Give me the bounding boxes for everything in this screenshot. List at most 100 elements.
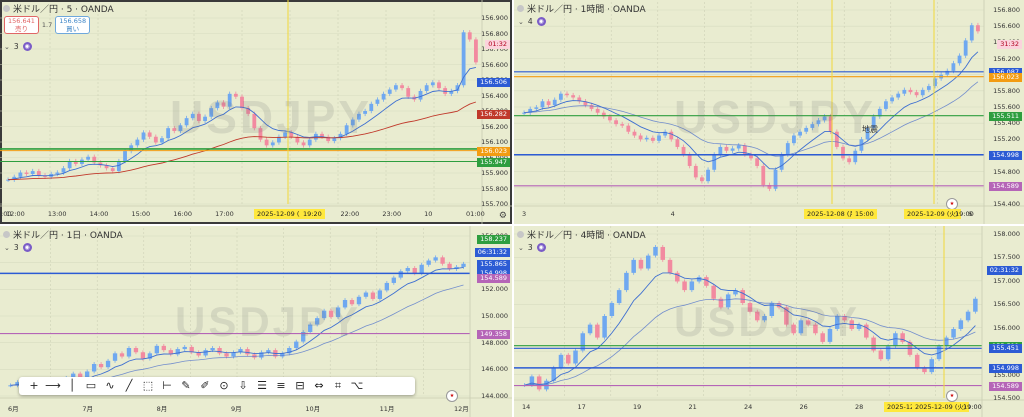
candle-body	[969, 25, 974, 41]
candle-body	[769, 303, 775, 316]
candle-body	[92, 156, 97, 163]
path-tool-icon[interactable]: ∿	[105, 379, 115, 392]
price-chart-h4[interactable]	[514, 226, 1024, 417]
crosshair-tool-icon[interactable]: +	[29, 379, 39, 392]
candle-body	[15, 382, 20, 386]
candle-body	[283, 132, 287, 137]
candle-body	[675, 272, 680, 282]
candle-body	[696, 277, 702, 282]
candle-body	[110, 168, 115, 172]
candle-body	[791, 324, 796, 334]
candle-body	[522, 112, 526, 114]
candle-body	[609, 303, 615, 316]
candle-body	[295, 136, 300, 143]
time-axis-label: 14	[522, 403, 531, 411]
candle-body	[669, 131, 674, 140]
chart-pane-h1[interactable]: USDJPY 米ドル／円 · 1時間 · OANDA ⌄ 4 ◉ 地震 ★ 15…	[514, 0, 1024, 224]
eyedropper-icon[interactable]: ✎	[181, 379, 191, 392]
chart-title[interactable]: 米ドル／円 · 1時間 · OANDA	[517, 2, 646, 15]
candle-body	[240, 96, 244, 109]
candle-body	[238, 349, 243, 353]
long-position-icon[interactable]: ⊟	[295, 379, 305, 392]
indicator-toggle[interactable]: ⌄ 3 ◉	[4, 243, 32, 252]
trendline-icon[interactable]: ╱	[125, 379, 133, 392]
chart-pane-h4[interactable]: USDJPY 米ドル／円 · 4時間 · OANDA ⌄ 3 ◉ ★ 158.0…	[514, 226, 1024, 417]
candle-body	[307, 139, 312, 146]
price-axis-label: 146.000	[481, 365, 508, 374]
candle-body	[933, 78, 937, 87]
price-axis-label: 156.000	[993, 323, 1020, 332]
sell-button[interactable]: 156.641 売り	[4, 16, 39, 34]
indicator-toggle[interactable]: ⌄ 3 ◉	[518, 243, 546, 252]
candle-body	[761, 165, 766, 185]
buy-button[interactable]: 156.658 買い	[55, 16, 91, 34]
price-chart-m5[interactable]	[0, 0, 512, 224]
parallel-channel-icon[interactable]: ≡	[276, 379, 286, 392]
time-axis-label: 9月	[231, 405, 242, 413]
chart-pane-m5[interactable]: USDJPY 米ドル／円 · 5 · OANDA 156.641 売り 1.7 …	[0, 0, 512, 224]
price-tag: 31:32	[997, 40, 1022, 49]
candle-body	[601, 112, 606, 117]
price-tag: 155.865	[477, 260, 510, 270]
symbol-flag-icon	[517, 5, 524, 12]
callout-icon[interactable]: ▭	[85, 379, 97, 392]
horizontal-ray-icon[interactable]: ⟶	[45, 379, 61, 392]
candle-body	[725, 294, 731, 308]
brush-icon[interactable]: ✐	[200, 379, 210, 392]
candle-body	[890, 97, 894, 102]
candle-body	[877, 108, 882, 117]
candle-body	[426, 260, 431, 265]
arrow-down-icon[interactable]: ⇩	[238, 379, 248, 392]
chart-title[interactable]: 米ドル／円 · 1日 · OANDA	[3, 228, 123, 241]
candle-body	[718, 298, 724, 308]
candle-body	[827, 328, 833, 342]
candle-body	[12, 176, 17, 180]
price-tag: 154.998	[989, 150, 1022, 160]
candle-body	[893, 333, 898, 347]
time-axis-label: 6	[968, 210, 973, 218]
settings-gear-icon[interactable]: ⚙	[498, 211, 507, 221]
time-highlight-label: 15:00	[852, 209, 877, 219]
annotation-text[interactable]: 地震	[862, 125, 878, 134]
candle-body	[847, 158, 852, 163]
watermark: USDJPY	[175, 298, 362, 345]
candle-body	[24, 172, 29, 174]
vertical-line-icon[interactable]: │	[68, 379, 76, 392]
candle-body	[161, 345, 166, 351]
indicator-toggle[interactable]: ⌄ 4 ◉	[518, 17, 546, 26]
price-tag: 155.451	[989, 344, 1022, 354]
pitchfork-icon[interactable]: ⌥	[350, 379, 364, 392]
candle-body	[294, 341, 299, 348]
price-tag: 156.023	[989, 72, 1022, 82]
fib-retracement-icon[interactable]: ☰	[257, 379, 267, 392]
time-highlight-label: 2025-12-09 (火)	[904, 209, 962, 219]
price-tag: 155.511	[989, 111, 1022, 121]
symbol-flag-icon	[3, 231, 10, 238]
candle-body	[653, 246, 658, 256]
horizontal-line-icon[interactable]: ⊢	[162, 379, 172, 392]
price-tag: 154.998	[989, 363, 1022, 373]
measure-icon[interactable]: ⇔	[314, 379, 324, 392]
candle-body	[926, 86, 931, 90]
indicator-toggle[interactable]: ⌄ 3 ◉	[4, 42, 32, 51]
candle-body	[571, 95, 576, 98]
price-tag: 01:32	[485, 40, 510, 49]
us-flag-event-icon[interactable]: ★	[446, 390, 458, 402]
candle-body	[112, 353, 118, 361]
frame-icon[interactable]: ⌗	[334, 379, 342, 392]
price-axis-label: 155.700	[481, 200, 508, 208]
rectangle-icon[interactable]: ⬚	[142, 379, 154, 392]
price-axis-label: 156.800	[993, 6, 1020, 14]
price-chart-h1[interactable]	[514, 0, 1024, 224]
indicator-count: 3	[527, 243, 533, 252]
time-axis-label: 8月	[156, 405, 168, 413]
pin-icon[interactable]: ⊙	[219, 379, 229, 392]
chart-title[interactable]: 米ドル／円 · 5 · OANDA	[3, 2, 114, 15]
candle-body	[245, 349, 250, 355]
candle-body	[289, 132, 294, 137]
chart-title[interactable]: 米ドル／円 · 4時間 · OANDA	[517, 228, 646, 241]
candle-body	[335, 307, 341, 318]
moving-average-slow	[524, 81, 979, 157]
us-flag-event-icon[interactable]: ★	[946, 390, 958, 402]
price-tag: 158.237	[477, 234, 510, 244]
